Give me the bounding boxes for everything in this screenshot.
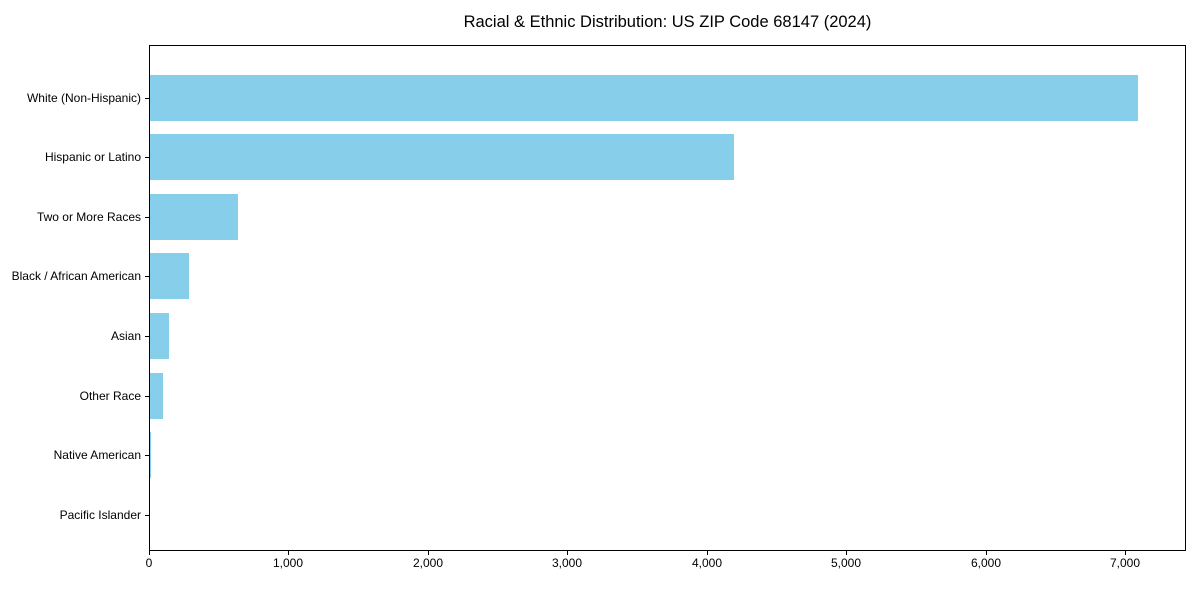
y-tick-mark: [145, 97, 149, 99]
y-tick-mark: [145, 336, 149, 338]
category-label: White (Non-Hispanic): [26, 90, 141, 105]
y-tick-mark: [145, 157, 149, 159]
category-label: Native American: [53, 448, 141, 463]
x-tick-mark: [288, 551, 289, 555]
category-label: Other Race: [79, 388, 141, 403]
bar-two-or-more-races: [150, 193, 238, 240]
plot-area: [149, 45, 1186, 551]
x-tick-label: 6,000: [970, 556, 1002, 570]
x-tick-label: 0: [145, 556, 153, 570]
x-tick-label: 5,000: [830, 556, 862, 570]
chart-title: Racial & Ethnic Distribution: US ZIP Cod…: [463, 13, 872, 31]
bar-hispanic-or-latino: [150, 134, 734, 181]
y-tick-mark: [145, 514, 149, 516]
x-tick-mark: [707, 551, 708, 555]
x-tick-mark: [428, 551, 429, 555]
category-label: Hispanic or Latino: [44, 150, 141, 165]
y-tick-mark: [145, 276, 149, 278]
x-tick-label: 2,000: [412, 556, 444, 570]
x-tick-label: 7,000: [1109, 556, 1141, 570]
x-tick-label: 1,000: [272, 556, 304, 570]
x-tick-mark: [986, 551, 987, 555]
bar-native-american: [150, 432, 151, 479]
category-label: Pacific Islander: [59, 507, 141, 522]
x-tick-mark: [846, 551, 847, 555]
x-tick-label: 3,000: [551, 556, 583, 570]
x-tick-mark: [1125, 551, 1126, 555]
x-tick-label: 4,000: [691, 556, 723, 570]
bar-asian: [150, 313, 169, 360]
category-label: Asian: [110, 329, 141, 344]
y-tick-mark: [145, 216, 149, 218]
category-label: Two or More Races: [36, 209, 141, 224]
bar-black-african-american: [150, 253, 189, 300]
x-tick-mark: [567, 551, 568, 555]
y-tick-mark: [145, 455, 149, 457]
category-label: Black / African American: [11, 269, 141, 284]
bar-other-race: [150, 372, 163, 419]
y-tick-mark: [145, 395, 149, 397]
bar-white-non-hispanic: [150, 74, 1138, 121]
x-tick-mark: [149, 551, 150, 555]
